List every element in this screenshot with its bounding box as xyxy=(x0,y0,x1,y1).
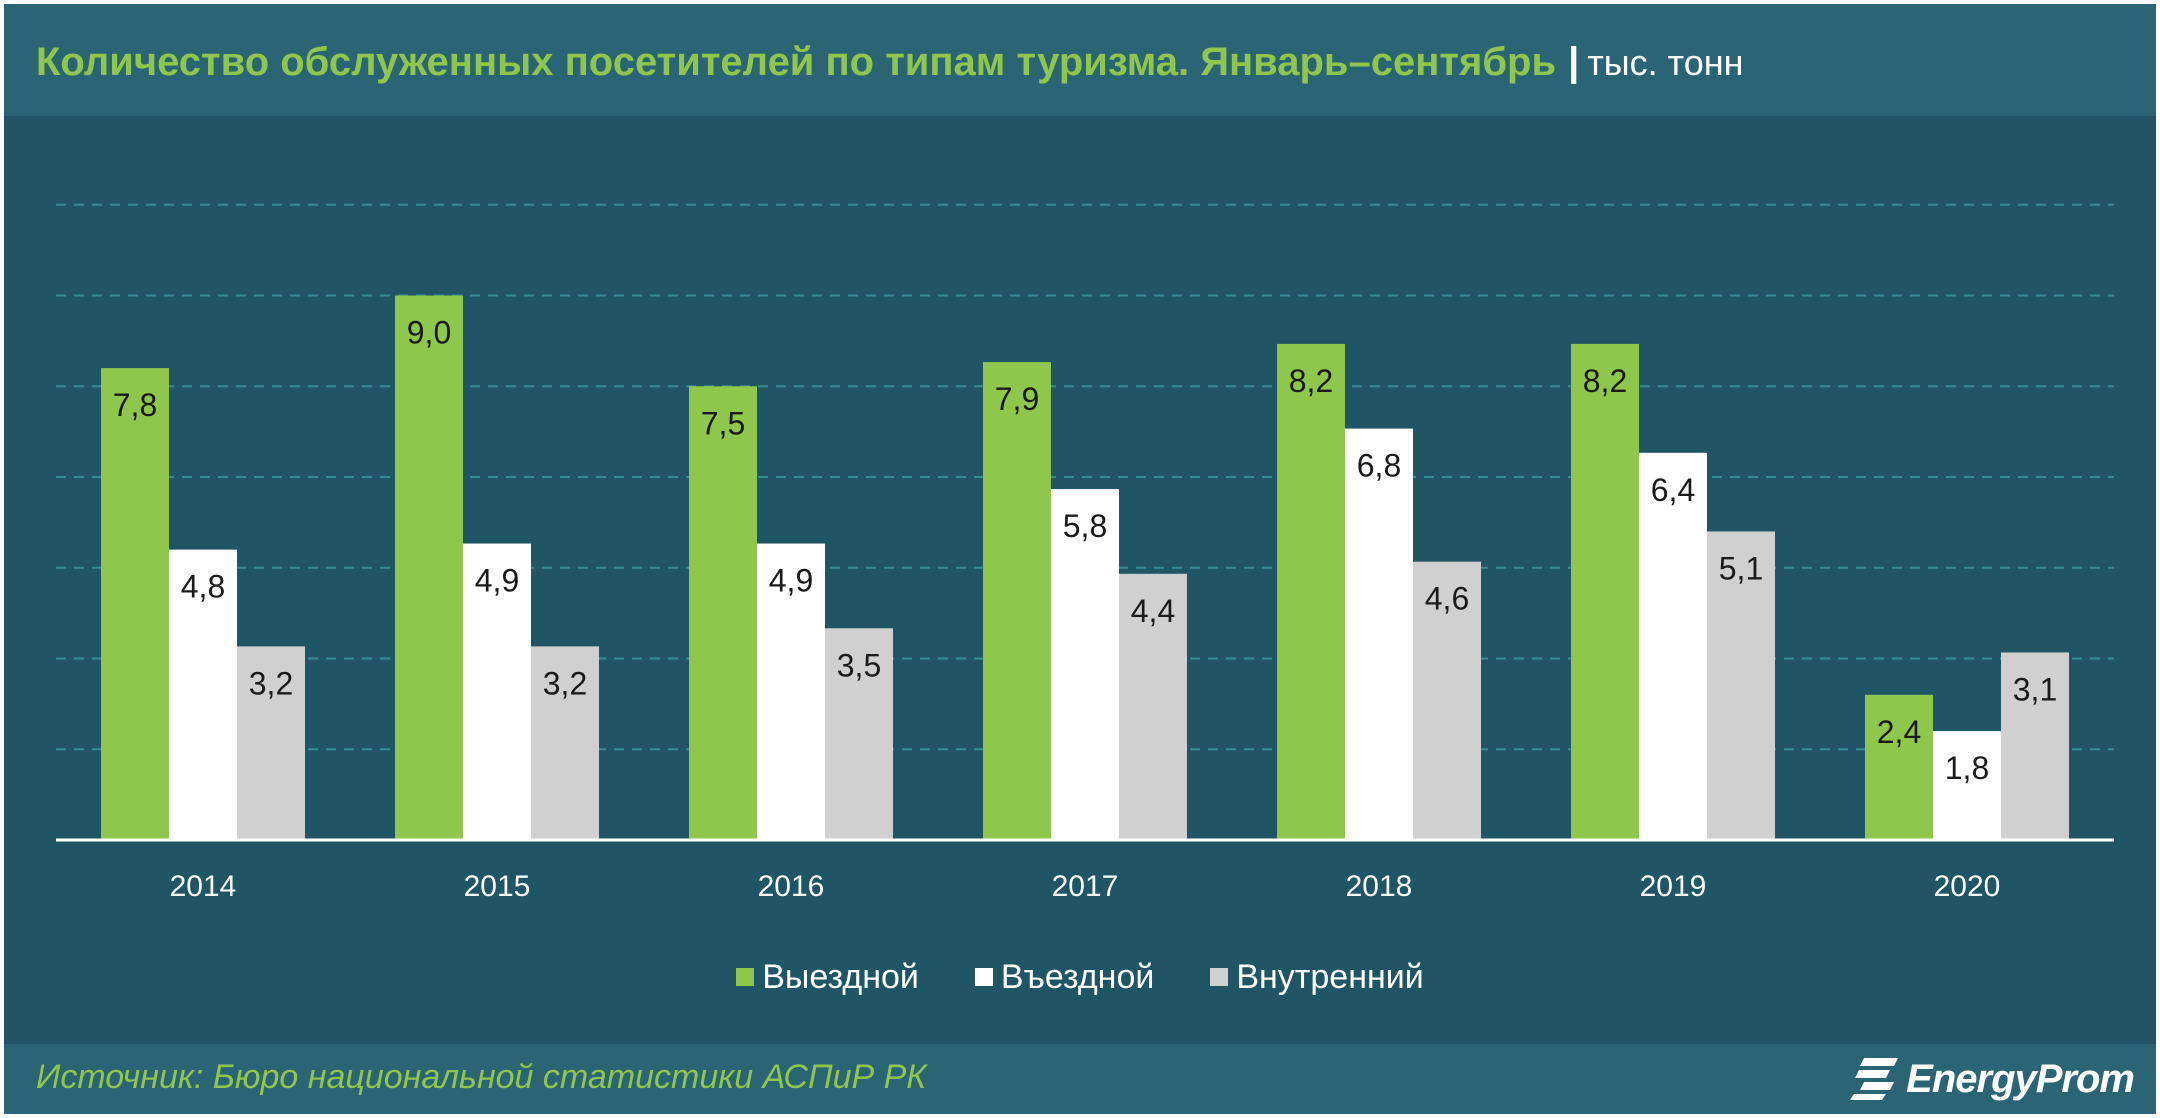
x-tick-label-2014: 2014 xyxy=(170,870,237,903)
chart-unit: тыс. тонн xyxy=(1587,42,1744,83)
legend-swatch-domestic xyxy=(1210,968,1229,986)
source-note: Источник: Бюро национальной статистики А… xyxy=(36,1058,927,1096)
bar-2016-series-2 xyxy=(825,628,893,840)
legend-item-domestic: Внутренний xyxy=(1210,957,1424,997)
legend-label-outbound: Выездной xyxy=(762,957,919,996)
bar-2018-series-2 xyxy=(1413,561,1481,840)
bar-2016-series-0 xyxy=(689,386,757,840)
x-tick-label-2017: 2017 xyxy=(1052,870,1119,903)
data-label-2015-series-0: 9,0 xyxy=(407,315,451,351)
legend-label-domestic: Внутренний xyxy=(1236,957,1424,996)
data-label-2017-series-0: 7,9 xyxy=(995,381,1039,417)
data-label-2016-series-1: 4,9 xyxy=(769,563,813,599)
data-label-2020-series-1: 1,8 xyxy=(1945,750,1989,786)
bar-2014-series-0 xyxy=(101,368,169,840)
bar-2020-series-1 xyxy=(1933,731,2001,840)
data-label-2019-series-2: 5,1 xyxy=(1719,550,1763,586)
chart-title-line: Количество обслуженных посетителей по ти… xyxy=(36,40,1744,85)
x-tick-label-2016: 2016 xyxy=(758,870,825,903)
data-label-2019-series-0: 8,2 xyxy=(1583,363,1627,399)
chart-title: Количество обслуженных посетителей по ти… xyxy=(36,40,1557,84)
data-label-2016-series-0: 7,5 xyxy=(701,405,745,441)
data-label-2015-series-1: 4,9 xyxy=(475,563,519,599)
bar-2017-series-1 xyxy=(1051,489,1119,840)
legend-swatch-inbound xyxy=(974,968,993,986)
data-label-2017-series-2: 4,4 xyxy=(1131,593,1175,629)
bar-2017-series-2 xyxy=(1119,573,1187,840)
x-tick-label-2019: 2019 xyxy=(1640,870,1707,903)
legend-swatch-outbound xyxy=(736,968,755,986)
x-tick-label-2018: 2018 xyxy=(1346,870,1413,903)
bar-2015-series-2 xyxy=(531,646,599,840)
data-label-2015-series-2: 3,2 xyxy=(543,665,587,701)
bar-2020-series-0 xyxy=(1865,694,1933,840)
bar-2016-series-1 xyxy=(757,543,825,840)
data-label-2020-series-0: 2,4 xyxy=(1877,714,1921,750)
data-label-2017-series-1: 5,8 xyxy=(1063,508,1107,544)
bar-2015-series-1 xyxy=(463,543,531,840)
title-bar: Количество обслуженных посетителей по ти… xyxy=(4,4,2156,116)
bar-chart: 7,8 4,8 3,2 2014 9,0 4,9 3,2 2015 7,5 4,9 3,5 2016 7… xyxy=(56,203,2114,903)
legend-label-inbound: Въездной xyxy=(1000,957,1155,996)
data-label-2018-series-0: 8,2 xyxy=(1289,363,1333,399)
chart-frame: Количество обслуженных посетителей по ти… xyxy=(4,4,2156,1114)
x-tick-label-2015: 2015 xyxy=(464,870,531,903)
logo-mark-icon xyxy=(1850,1058,1899,1100)
title-separator: | xyxy=(1568,40,1580,84)
legend: Выездной Въездной Внутренний xyxy=(4,952,2156,1002)
bar-2019-series-2 xyxy=(1707,531,1775,840)
logo-text: EnergyProm xyxy=(1906,1056,2135,1101)
bar-2017-series-0 xyxy=(983,362,1051,840)
data-label-2018-series-1: 6,8 xyxy=(1357,448,1401,484)
bar-2019-series-0 xyxy=(1571,343,1639,840)
data-label-2014-series-0: 7,8 xyxy=(113,387,157,423)
legend-item-outbound: Выездной xyxy=(736,958,919,997)
bar-2018-series-0 xyxy=(1277,343,1345,840)
bar-2014-series-1 xyxy=(169,549,237,840)
data-label-2014-series-1: 4,8 xyxy=(181,569,225,605)
bar-2018-series-1 xyxy=(1345,428,1413,840)
data-label-2019-series-1: 6,4 xyxy=(1651,472,1695,508)
bar-2020-series-2 xyxy=(2001,652,2069,840)
footer-bar: Источник: Бюро национальной статистики А… xyxy=(4,1044,2156,1114)
data-label-2014-series-2: 3,2 xyxy=(249,665,293,701)
data-label-2020-series-2: 3,1 xyxy=(2013,671,2057,707)
energyprom-logo: EnergyProm xyxy=(1850,1052,2135,1106)
legend-item-inbound: Въездной xyxy=(974,957,1155,997)
data-label-2016-series-2: 3,5 xyxy=(837,647,881,683)
data-label-2018-series-2: 4,6 xyxy=(1425,581,1469,617)
bar-2015-series-0 xyxy=(395,295,463,840)
bar-2014-series-2 xyxy=(237,646,305,840)
x-tick-label-2020: 2020 xyxy=(1934,870,2001,903)
bar-2019-series-1 xyxy=(1639,452,1707,840)
